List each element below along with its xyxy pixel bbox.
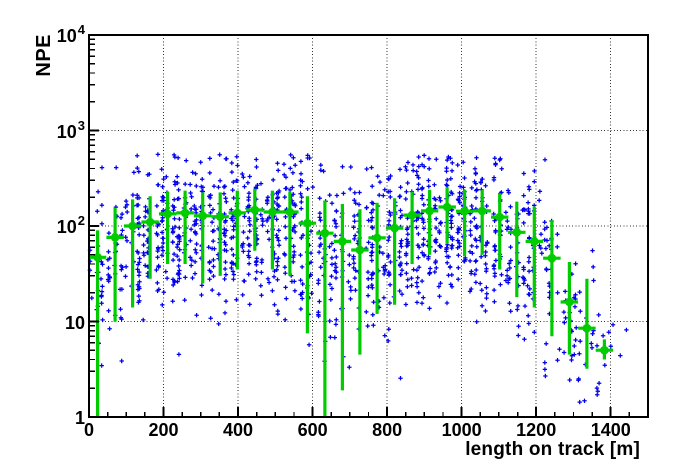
profile-series — [88, 187, 614, 417]
y-tick-label-10e4: 104 — [56, 22, 85, 46]
x-tick-label-1400: 1400 — [590, 420, 631, 440]
x-tick-label-400: 400 — [223, 420, 254, 440]
gridlines — [89, 35, 648, 417]
axis-ticks — [88, 34, 649, 418]
x-tick-label-200: 200 — [148, 420, 179, 440]
x-tick-label-800: 800 — [372, 420, 403, 440]
x-tick-label-1000: 1000 — [441, 420, 482, 440]
x-tick-label-600: 600 — [297, 420, 328, 440]
x-tick-label-1200: 1200 — [516, 420, 557, 440]
x-axis-title: length on track [m] — [465, 439, 640, 460]
y-tick-label-10e2: 102 — [56, 213, 85, 237]
y-tick-label-10: 10 — [64, 312, 85, 333]
y-tick-label-1: 1 — [74, 408, 85, 428]
y-tick-label-10e3: 103 — [56, 117, 85, 142]
scatter-series — [87, 152, 629, 405]
x-tick-label-0: 0 — [83, 420, 94, 440]
y-axis-title: NPE — [33, 34, 55, 77]
